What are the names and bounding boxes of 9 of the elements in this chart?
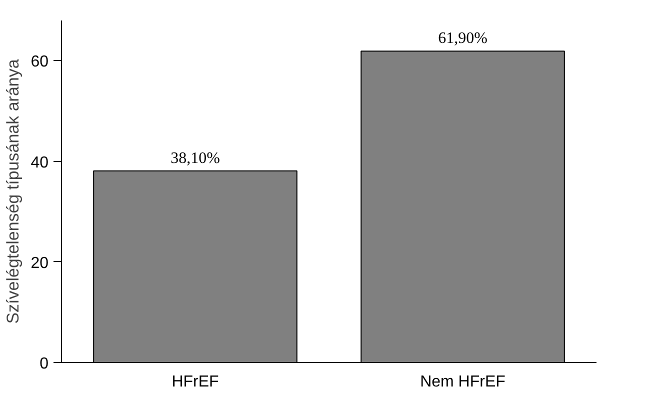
y-axis-title: Szívelégtelenség típusának aránya bbox=[4, 58, 23, 324]
y-tick-label: 40 bbox=[30, 154, 49, 172]
x-tick-label: Nem HFrEF bbox=[420, 374, 506, 390]
y-tick-label: 60 bbox=[30, 54, 49, 71]
data-label: 61,90% bbox=[438, 30, 488, 48]
x-tick-label: HFrEF bbox=[172, 374, 220, 390]
y-tick-label: 20 bbox=[30, 254, 49, 272]
data-label: 38,10% bbox=[170, 150, 220, 167]
y-tick-label: 0 bbox=[40, 356, 49, 372]
